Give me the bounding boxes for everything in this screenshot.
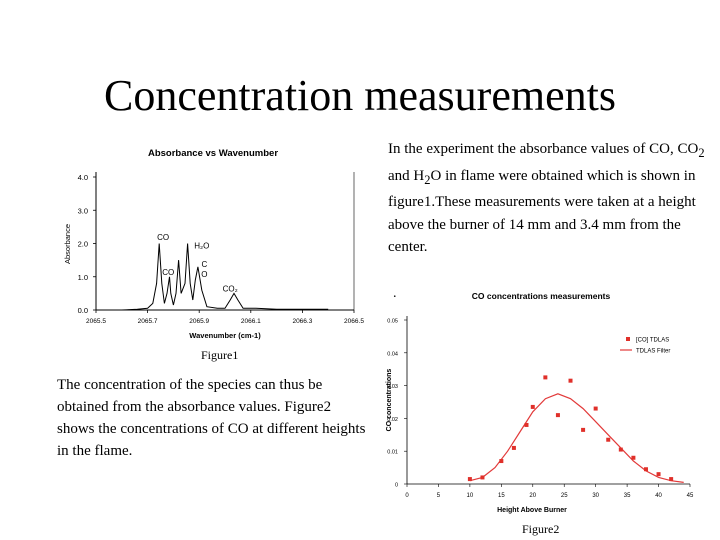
subscript-2b: 2 xyxy=(424,172,431,187)
figure1-x-tick-label: 2065.5 xyxy=(86,318,106,325)
figure2-y-label: CO concentrations xyxy=(386,369,393,432)
figure1-annotation: CO xyxy=(157,233,169,242)
figure2-data-point xyxy=(530,404,535,409)
figure2-y-tick-label: 0.04 xyxy=(387,351,398,357)
figure2-x-label: Height Above Burner xyxy=(497,507,567,514)
stray-dot: . xyxy=(393,286,397,301)
figure1-x-tick-label: 2065.7 xyxy=(138,318,158,325)
figure2-filter-line xyxy=(469,393,684,483)
figure1-title: Absorbance vs Wavenumber xyxy=(148,148,278,159)
figure1-caption: Figure1 xyxy=(201,348,239,362)
figure2-data-point xyxy=(581,427,586,432)
figure1-y-tick-label: 4.0 xyxy=(78,173,88,182)
figure2-data-point xyxy=(606,437,611,442)
figure1-y-tick-label: 1.0 xyxy=(78,273,88,282)
paragraph-left: The concentration of the species can thu… xyxy=(57,377,366,459)
figure1-x-tick-label: 2066.1 xyxy=(241,318,261,325)
figure2-x-tick-label: 10 xyxy=(467,493,474,499)
figure1-annotation: CO xyxy=(162,268,174,277)
figure1-annotation: C xyxy=(201,260,207,269)
figure2-data-point xyxy=(480,475,485,480)
subscript-2a: 2 xyxy=(698,146,705,160)
figure2-data-point xyxy=(656,472,661,477)
figure2-data-point xyxy=(555,413,560,418)
figure2-caption: Figure2 xyxy=(522,522,560,536)
figure2-chart: CO concentrations measurements 0 0.01 0.02 0… xyxy=(386,291,694,514)
figure1-x-tick-label: 2065.9 xyxy=(189,318,209,325)
paragraph-right: In the experiment the absorbance values … xyxy=(388,138,710,259)
figure1-annotation: O xyxy=(201,270,207,279)
figure2-data-point xyxy=(524,422,529,427)
figure2-data-point xyxy=(618,447,623,452)
figure2-x-tick-label: 35 xyxy=(624,493,631,499)
figure2-y-tick-label: 0.02 xyxy=(387,417,398,423)
figure1-y-label: Absorbance xyxy=(63,224,72,264)
figure2-legend-label: [CO] TDLAS xyxy=(636,338,669,344)
figure2-y-tick-label: 0.01 xyxy=(387,450,398,456)
figure2-y-tick-label: 0 xyxy=(395,483,398,489)
figure2-x-tick-label: 30 xyxy=(592,493,599,499)
figure2-x-tick-label: 15 xyxy=(498,493,505,499)
figure2-y-tick-label: 0.03 xyxy=(387,384,398,390)
figure2-data-point xyxy=(669,477,674,482)
figure1-x-tick-label: 2066.5 xyxy=(344,318,364,325)
figure1-x-tick-label: 2066.3 xyxy=(292,318,312,325)
figure2-legend-label: TDLAS Filter xyxy=(636,349,670,355)
figure2-data-point xyxy=(499,459,504,464)
slide-title: Concentration measurements xyxy=(104,71,616,120)
figure1-y-tick-label: 3.0 xyxy=(78,206,88,215)
figure2-legend-marker-points xyxy=(626,337,630,341)
figure2-data-point xyxy=(568,378,573,383)
figure2-data-point xyxy=(467,477,472,482)
figure2-x-tick-label: 45 xyxy=(687,493,694,499)
figure1-absorbance-line xyxy=(121,243,329,311)
figure2-x-tick-label: 25 xyxy=(561,493,568,499)
figure2-x-tick-label: 40 xyxy=(655,493,662,499)
figure2-y-tick-label: 0.05 xyxy=(387,319,398,325)
figure2-data-point xyxy=(631,455,636,460)
paragraph-right-part3: O in flame were obtained which is shown … xyxy=(388,167,696,256)
figure1-x-label: Wavenumber (cm-1) xyxy=(189,331,261,340)
figure2-data-point xyxy=(543,375,548,380)
paragraph-right-part2: and H xyxy=(388,167,425,184)
figure2-x-tick-label: 0 xyxy=(405,493,409,499)
figure2-data-point xyxy=(593,406,598,411)
figure2-data-point xyxy=(511,445,516,450)
figure2-x-tick-label: 5 xyxy=(437,493,441,499)
figure2-title: CO concentrations measurements xyxy=(472,291,611,301)
figure2-data-point xyxy=(643,467,648,472)
figure1-annotation: H₂O xyxy=(194,241,209,250)
figure2-x-tick-label: 20 xyxy=(529,493,536,499)
figure1-y-tick-label: 0.0 xyxy=(78,306,88,315)
figure1-y-tick-label: 2.0 xyxy=(78,240,88,249)
figure1-chart: Absorbance vs Wavenumber 0.0 1.0 2.0 3.0 4.0 2… xyxy=(63,148,364,340)
figure1-annotation: CO₂ xyxy=(223,285,238,294)
paragraph-right-part1: In the experiment the absorbance values … xyxy=(388,141,699,157)
